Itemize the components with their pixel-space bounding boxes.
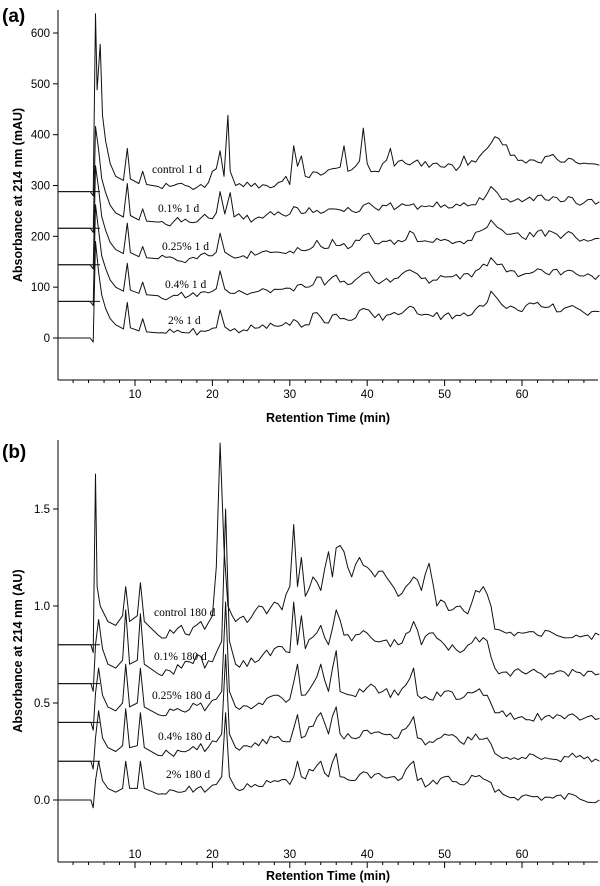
- x-tick-label: 60: [516, 849, 529, 861]
- y-tick-label: 500: [31, 79, 50, 91]
- y-axis-title: Absorbance at 214 nm (mAU): [11, 108, 25, 282]
- y-axis-title: Absorbance at 214 nm (AU): [11, 569, 25, 732]
- chromatogram-trace: [57, 508, 600, 692]
- x-tick-label: 10: [129, 389, 142, 401]
- trace-label: 0.1% 1 d: [158, 203, 199, 215]
- trace-label: 0.25% 180 d: [152, 690, 211, 702]
- y-tick-label: 200: [31, 231, 50, 243]
- x-tick-label: 30: [283, 849, 296, 861]
- chromatogram-trace: [57, 204, 600, 306]
- panel-a: 0 100 200 300 400 500 600 10 20 30 40 50 60 Retention…: [2, 6, 600, 425]
- x-tick-label: 40: [361, 849, 374, 861]
- x-tick-label: 50: [438, 389, 451, 401]
- y-tick-label: 0: [44, 333, 50, 345]
- chromatogram-trace: [57, 165, 600, 270]
- x-axis-title: Retention Time (min): [266, 869, 390, 883]
- trace-label: 0.1% 180 d: [154, 651, 207, 663]
- chromatogram-trace: [57, 442, 600, 654]
- x-tick-label: 60: [516, 389, 529, 401]
- x-tick-label: 50: [438, 849, 451, 861]
- y-tick-label: 400: [31, 130, 50, 142]
- y-tick-label: 1.0: [34, 601, 50, 613]
- y-tick-label: 0.0: [34, 795, 50, 807]
- chromatogram-trace: [57, 13, 600, 197]
- x-tick-label: 20: [206, 849, 219, 861]
- trace-label: 0.25% 1 d: [162, 241, 209, 253]
- panel-label: (b): [2, 442, 26, 463]
- trace-label: control 180 d: [154, 607, 216, 619]
- chromatogram-trace: [57, 654, 600, 770]
- y-tick-label: 0.5: [34, 698, 50, 710]
- chromatogram-trace: [57, 712, 600, 809]
- trace-label: 0.4% 1 d: [165, 279, 206, 291]
- x-axis-title: Retention Time (min): [266, 411, 390, 425]
- trace-label: control 1 d: [152, 164, 202, 176]
- x-tick-label: 20: [206, 389, 219, 401]
- panel-b: 0.0 0.5 1.0 1.5 10 20 30 40 50 60 Retention Time (…: [2, 440, 600, 883]
- x-tick-label: 40: [361, 389, 374, 401]
- chromatogram-trace: [57, 601, 600, 731]
- y-tick-label: 600: [31, 28, 50, 40]
- chromatogram-trace: [57, 240, 600, 343]
- y-tick-label: 1.5: [34, 504, 50, 516]
- panel-label: (a): [2, 6, 25, 27]
- trace-label: 2% 180 d: [166, 769, 210, 781]
- y-tick-label: 100: [31, 282, 50, 294]
- x-tick-label: 30: [283, 389, 296, 401]
- trace-label: 2% 1 d: [168, 315, 201, 327]
- trace-label: 0.4% 180 d: [158, 731, 211, 743]
- y-tick-label: 300: [31, 181, 50, 193]
- chromatogram-trace: [57, 126, 600, 233]
- x-tick-label: 10: [129, 849, 142, 861]
